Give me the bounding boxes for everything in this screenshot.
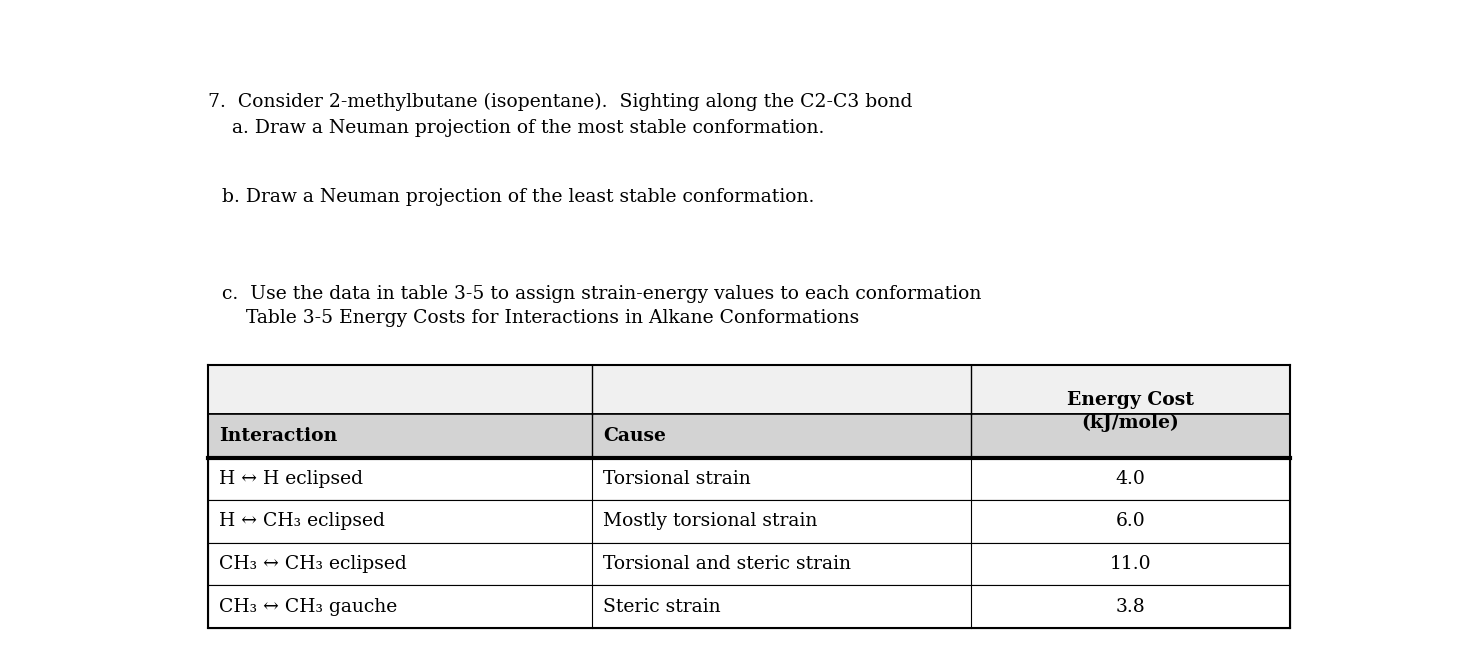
FancyBboxPatch shape: [207, 458, 1290, 500]
Text: Torsional and steric strain: Torsional and steric strain: [603, 555, 852, 573]
Text: Cause: Cause: [603, 427, 666, 445]
Text: b. Draw a Neuman projection of the least stable conformation.: b. Draw a Neuman projection of the least…: [222, 188, 815, 206]
Text: CH₃ ↔ CH₃ eclipsed: CH₃ ↔ CH₃ eclipsed: [219, 555, 406, 573]
Text: H ↔ H eclipsed: H ↔ H eclipsed: [219, 470, 362, 488]
Text: 11.0: 11.0: [1109, 555, 1151, 573]
Text: CH₃ ↔ CH₃ gauche: CH₃ ↔ CH₃ gauche: [219, 598, 397, 616]
FancyBboxPatch shape: [207, 365, 1290, 414]
Text: Steric strain: Steric strain: [603, 598, 720, 616]
Text: Energy Cost
(kJ/mole): Energy Cost (kJ/mole): [1067, 391, 1194, 432]
Text: 6.0: 6.0: [1115, 512, 1145, 530]
Text: Table 3-5 Energy Costs for Interactions in Alkane Conformations: Table 3-5 Energy Costs for Interactions …: [222, 309, 859, 327]
Text: H ↔ CH₃ eclipsed: H ↔ CH₃ eclipsed: [219, 512, 384, 530]
Text: 4.0: 4.0: [1115, 470, 1145, 488]
Text: 7.  Consider 2-methylbutane (isopentane).  Sighting along the C2-C3 bond: 7. Consider 2-methylbutane (isopentane).…: [207, 93, 912, 111]
FancyBboxPatch shape: [207, 414, 1290, 458]
Text: Mostly torsional strain: Mostly torsional strain: [603, 512, 818, 530]
FancyBboxPatch shape: [207, 586, 1290, 628]
Text: Interaction: Interaction: [219, 427, 337, 445]
FancyBboxPatch shape: [207, 500, 1290, 543]
FancyBboxPatch shape: [207, 543, 1290, 586]
Text: 3.8: 3.8: [1115, 598, 1145, 616]
Text: c.  Use the data in table 3-5 to assign strain-energy values to each conformatio: c. Use the data in table 3-5 to assign s…: [222, 285, 982, 303]
Text: Torsional strain: Torsional strain: [603, 470, 751, 488]
Text: a. Draw a Neuman projection of the most stable conformation.: a. Draw a Neuman projection of the most …: [207, 119, 824, 137]
